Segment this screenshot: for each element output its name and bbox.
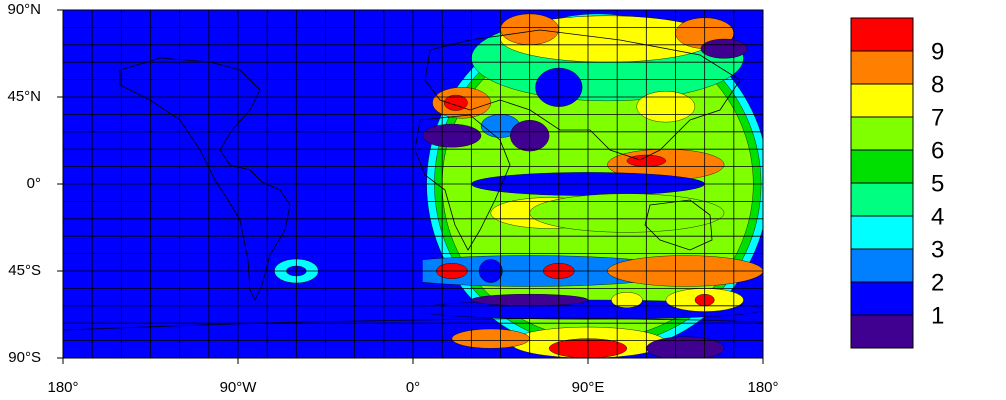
colorbar-box [850, 50, 914, 85]
axes: 180° 90°W 0° 90°E 180° 90°N 45°N 0° 45°S 90°S [7, 1, 778, 396]
colorbar-label: 7 [931, 104, 944, 131]
x-tick-label: 90°E [572, 379, 605, 396]
contour-region [611, 292, 643, 308]
graticule [63, 10, 763, 358]
colorbar-label: 5 [931, 170, 944, 197]
colorbar-box [850, 83, 914, 118]
x-tick-label: 180° [47, 379, 78, 396]
coast-australia [644, 199, 713, 251]
colorbar-label: 3 [931, 236, 944, 263]
y-tick-label: 90°N [7, 1, 41, 18]
y-tick-label: 90°S [8, 349, 41, 366]
contour-region [451, 328, 530, 349]
colorbar-label: 8 [931, 71, 944, 98]
colorbar-label: 9 [931, 38, 944, 65]
y-tick-label: 45°N [7, 88, 41, 105]
coast-eurasia [424, 29, 741, 161]
colorbar-box [850, 248, 914, 283]
contour-region [636, 90, 696, 123]
colorbar-box [850, 149, 914, 184]
contour-region [422, 123, 482, 148]
colorbar-box [850, 116, 914, 151]
colorbar-label: 1 [931, 302, 944, 329]
contour-region [443, 94, 468, 111]
colorbar-label: 6 [931, 137, 944, 164]
coast-africa [414, 114, 511, 251]
colorbar-label: 4 [931, 203, 944, 230]
contour-region [700, 38, 748, 59]
colorbar-label: 2 [931, 269, 944, 296]
y-tick-label: 0° [27, 175, 41, 192]
x-tick-label: 90°W [220, 379, 258, 396]
coast-antarctica [63, 317, 763, 331]
colorbar-box [850, 215, 914, 250]
x-tick-label: 180° [747, 379, 778, 396]
colorbar-box [850, 314, 914, 349]
x-tick-label: 0° [406, 379, 420, 396]
colorbar-box [850, 182, 914, 217]
colorbar-box [850, 17, 914, 52]
y-tick-label: 45°S [8, 262, 41, 279]
colorbar-box [850, 281, 914, 316]
colorbar: 1 2 3 4 5 6 7 8 9 [850, 17, 944, 349]
